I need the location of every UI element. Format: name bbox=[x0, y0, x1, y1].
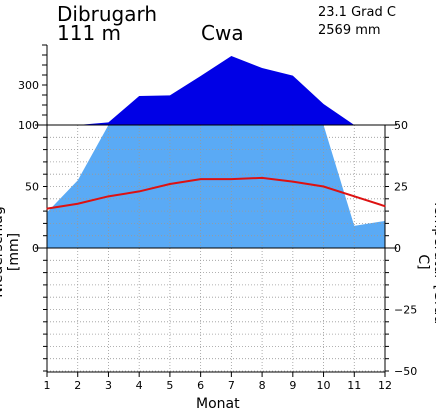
x-tick-label: 3 bbox=[105, 379, 112, 392]
temperature-point bbox=[384, 205, 386, 207]
temp-tick-label: −50 bbox=[394, 365, 417, 378]
temp-tick-label: 50 bbox=[394, 119, 408, 132]
temperature-point bbox=[107, 195, 110, 197]
x-tick-label: 1 bbox=[44, 379, 51, 392]
temp-tick-label: −25 bbox=[394, 304, 417, 317]
temperature-line-layer bbox=[46, 176, 386, 210]
x-axis-label: Monat bbox=[196, 396, 240, 412]
station-name: Dibrugarh bbox=[57, 2, 158, 26]
x-tick-label: 9 bbox=[289, 379, 296, 392]
x-tick-label: 2 bbox=[74, 379, 81, 392]
precip-tick-label: 100 bbox=[18, 119, 39, 132]
temp-tick-label: 0 bbox=[394, 242, 401, 255]
x-tick-label: 11 bbox=[347, 379, 361, 392]
temperature-point bbox=[200, 178, 202, 180]
precipitation-excess-area bbox=[47, 56, 385, 125]
temperature-point bbox=[353, 195, 355, 197]
annual-precipitation: 2569 mm bbox=[318, 23, 381, 38]
axis-layer bbox=[35, 44, 397, 377]
precip-tick-label: 300 bbox=[18, 79, 39, 92]
x-tick-label: 10 bbox=[317, 379, 331, 392]
temp-tick-label: 25 bbox=[394, 181, 408, 194]
precip-tick-label: 0 bbox=[32, 242, 39, 255]
y-axis-label-temperature: Temperatur [Grad C] bbox=[415, 199, 436, 325]
x-tick-label: 4 bbox=[136, 379, 143, 392]
x-tick-label: 6 bbox=[197, 379, 204, 392]
temperature-point bbox=[230, 178, 232, 180]
precipitation-area-layer bbox=[47, 56, 385, 248]
climate-class: Cwa bbox=[201, 21, 244, 45]
temperature-point bbox=[46, 208, 48, 210]
x-tick-label: 12 bbox=[378, 379, 392, 392]
station-elevation: 111 m bbox=[57, 21, 122, 45]
precip-tick-label: 50 bbox=[25, 181, 39, 194]
temperature-point bbox=[169, 183, 171, 185]
temperature-point bbox=[77, 203, 79, 205]
temperature-point bbox=[322, 185, 325, 188]
temperature-point bbox=[138, 190, 140, 193]
temperature-line bbox=[46, 176, 386, 210]
y-axis-label-precipitation: Niederschlag [mm] bbox=[0, 206, 22, 298]
x-tick-label: 8 bbox=[259, 379, 266, 392]
temperature-point bbox=[261, 177, 263, 179]
temperature-point bbox=[292, 180, 294, 183]
x-tick-label: 5 bbox=[166, 379, 173, 392]
mean-temperature: 23.1 Grad C bbox=[318, 5, 396, 20]
x-tick-label: 7 bbox=[228, 379, 235, 392]
